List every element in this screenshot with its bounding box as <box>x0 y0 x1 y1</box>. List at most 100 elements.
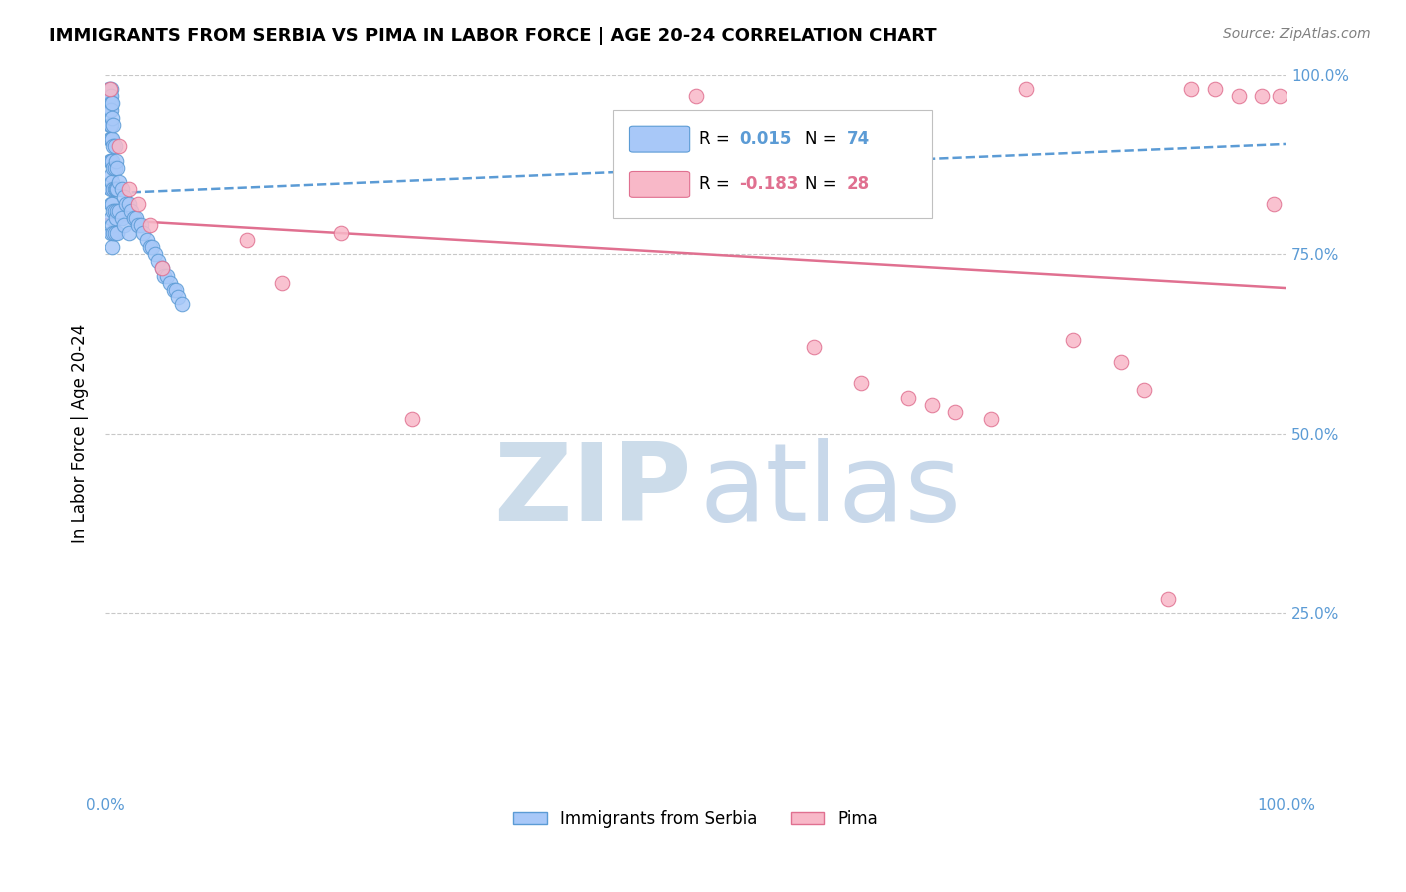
Point <box>1263 196 1285 211</box>
Point <box>118 226 141 240</box>
Point <box>943 405 966 419</box>
Point <box>143 247 166 261</box>
Point <box>111 182 134 196</box>
Point <box>153 268 176 283</box>
Point <box>103 182 125 196</box>
FancyBboxPatch shape <box>613 111 932 219</box>
Point <box>103 139 125 153</box>
Point <box>98 103 121 118</box>
Point <box>141 240 163 254</box>
Point <box>103 161 125 175</box>
Point <box>100 89 122 103</box>
Text: Source: ZipAtlas.com: Source: ZipAtlas.com <box>1223 27 1371 41</box>
Point <box>803 340 825 354</box>
Y-axis label: In Labor Force | Age 20-24: In Labor Force | Age 20-24 <box>72 324 89 543</box>
Point <box>103 204 125 219</box>
Point <box>100 132 122 146</box>
FancyBboxPatch shape <box>630 171 690 197</box>
Point <box>1268 89 1291 103</box>
Point <box>98 96 121 111</box>
Point <box>104 161 127 175</box>
Point <box>980 412 1002 426</box>
Point <box>104 211 127 226</box>
Text: N =: N = <box>806 176 842 194</box>
Text: 28: 28 <box>846 176 870 194</box>
Point <box>104 182 127 196</box>
Point <box>148 254 170 268</box>
Point <box>105 204 128 219</box>
Point <box>118 182 141 196</box>
Point <box>101 132 124 146</box>
Text: IMMIGRANTS FROM SERBIA VS PIMA IN LABOR FORCE | AGE 20-24 CORRELATION CHART: IMMIGRANTS FROM SERBIA VS PIMA IN LABOR … <box>49 27 936 45</box>
Point <box>101 111 124 125</box>
Point <box>271 276 294 290</box>
Point <box>401 412 423 426</box>
Point <box>897 391 920 405</box>
Text: ZIP: ZIP <box>494 438 692 544</box>
Point <box>98 132 121 146</box>
Point <box>100 182 122 196</box>
Point <box>1109 355 1132 369</box>
FancyBboxPatch shape <box>630 127 690 152</box>
Point <box>108 139 131 153</box>
Point <box>112 219 135 233</box>
Point <box>163 283 186 297</box>
Legend: Immigrants from Serbia, Pima: Immigrants from Serbia, Pima <box>506 804 884 835</box>
Point <box>100 96 122 111</box>
Point <box>104 182 127 196</box>
Point <box>135 233 157 247</box>
Point <box>98 118 121 132</box>
Point <box>101 153 124 168</box>
Point <box>139 240 162 254</box>
Text: 0.015: 0.015 <box>740 130 792 148</box>
Point <box>103 118 125 132</box>
Point <box>108 175 131 189</box>
Point <box>105 226 128 240</box>
Point <box>100 82 122 96</box>
Point <box>921 398 943 412</box>
Point <box>167 290 190 304</box>
Point <box>101 240 124 254</box>
Text: -0.183: -0.183 <box>740 176 799 194</box>
Point <box>103 226 125 240</box>
Point <box>122 211 145 226</box>
Point <box>1251 89 1274 103</box>
Point <box>330 226 353 240</box>
Point <box>132 226 155 240</box>
Point <box>111 211 134 226</box>
Point <box>105 182 128 196</box>
Text: N =: N = <box>806 130 842 148</box>
Point <box>100 226 122 240</box>
Point <box>100 153 122 168</box>
Point <box>1180 82 1202 96</box>
Point <box>100 211 122 226</box>
Point <box>150 261 173 276</box>
Point <box>101 196 124 211</box>
Text: R =: R = <box>699 176 735 194</box>
Point <box>120 204 142 219</box>
Point <box>139 219 162 233</box>
Point <box>236 233 259 247</box>
Point <box>108 204 131 219</box>
Point <box>104 153 127 168</box>
Point <box>1062 333 1084 347</box>
Point <box>156 268 179 283</box>
Point <box>115 196 138 211</box>
Point <box>100 118 122 132</box>
Point <box>159 276 181 290</box>
Point <box>118 196 141 211</box>
Point <box>112 189 135 203</box>
Point <box>127 219 149 233</box>
Point <box>101 175 124 189</box>
Point <box>101 219 124 233</box>
Point <box>1157 591 1180 606</box>
Point <box>104 226 127 240</box>
Point <box>150 261 173 276</box>
Point <box>125 211 148 226</box>
Text: R =: R = <box>699 130 735 148</box>
Text: 74: 74 <box>846 130 870 148</box>
Point <box>97 82 120 96</box>
Point <box>100 168 122 182</box>
Point <box>165 283 187 297</box>
Point <box>101 96 124 111</box>
